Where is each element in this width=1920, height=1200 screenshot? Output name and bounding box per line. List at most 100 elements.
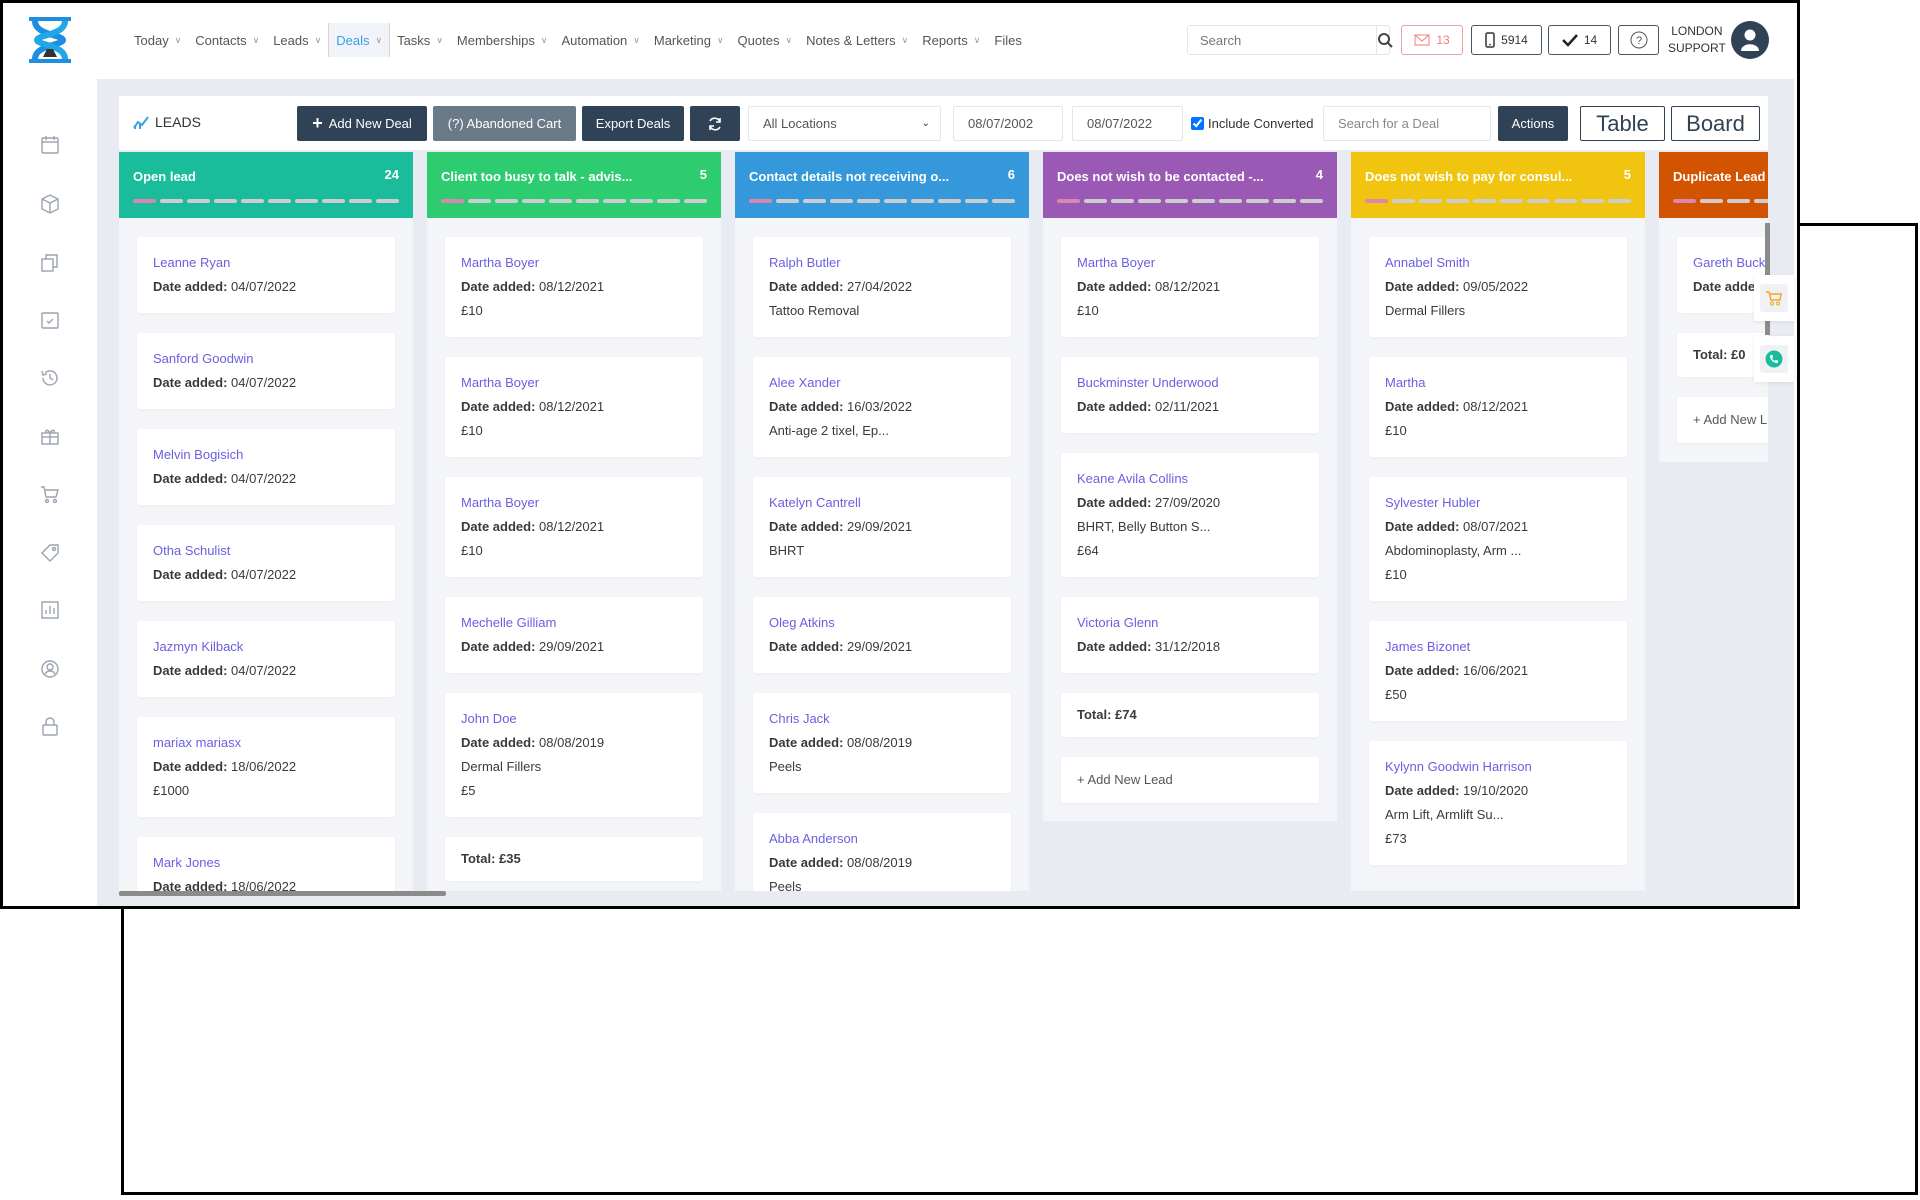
column-header[interactable]: Client too busy to talk - advis... 5 [427, 152, 721, 218]
deal-contact-link[interactable]: Jazmyn Kilback [153, 639, 244, 654]
sidebar-item-lock[interactable] [39, 716, 61, 738]
deal-card[interactable]: Chris Jack Date added: 08/08/2019 Peels [753, 693, 1011, 793]
deal-card[interactable]: Annabel Smith Date added: 09/05/2022 Derma… [1369, 237, 1627, 337]
deal-card[interactable]: Buckminster Underwood Date added: 02/11/2… [1061, 357, 1319, 433]
column-header[interactable]: Does not wish to be contacted -... 4 [1043, 152, 1337, 218]
deal-card[interactable]: Victoria Glenn Date added: 31/12/2018 [1061, 597, 1319, 673]
add-new-lead-button[interactable]: + Add New Lead [1061, 757, 1319, 803]
deal-card[interactable]: Sanford Goodwin Date added: 04/07/2022 [137, 333, 395, 409]
deal-card[interactable]: Katelyn Cantrell Date added: 29/09/2021 BH… [753, 477, 1011, 577]
deal-contact-link[interactable]: Martha Boyer [461, 375, 540, 390]
sidebar-item-calendar-check[interactable] [39, 309, 61, 331]
deal-card[interactable]: Abba Anderson Date added: 08/08/2019 Peels [753, 813, 1011, 891]
deal-contact-link[interactable]: Martha Boyer [461, 255, 540, 270]
deal-card[interactable]: Melvin Bogisich Date added: 04/07/2022 [137, 429, 395, 505]
actions-button[interactable]: Actions [1498, 106, 1568, 141]
phone-float-button[interactable] [1754, 336, 1794, 382]
deal-card[interactable]: Martha Boyer Date added: 08/12/2021 £10 [445, 357, 703, 457]
deal-contact-link[interactable]: Alee Xander [769, 375, 841, 390]
deal-contact-link[interactable]: Ralph Butler [769, 255, 841, 270]
sidebar-item-history[interactable] [39, 367, 61, 389]
include-converted-check[interactable] [1191, 117, 1204, 130]
deal-contact-link[interactable]: Katelyn Cantrell [769, 495, 861, 510]
phone-button[interactable]: 5914 [1471, 25, 1542, 55]
sidebar-item-calendar[interactable] [39, 134, 61, 156]
deal-card[interactable]: Leanne Ryan Date added: 04/07/2022 [137, 237, 395, 313]
deal-contact-link[interactable]: Melvin Bogisich [153, 447, 244, 462]
deal-contact-link[interactable]: Gareth Buck [1693, 255, 1766, 270]
sidebar-item-gift[interactable] [39, 425, 61, 447]
nav-leads[interactable]: Leads ∨ [266, 23, 328, 57]
global-search[interactable] [1187, 25, 1393, 55]
nav-reports[interactable]: Reports ∨ [915, 23, 987, 57]
column-header[interactable]: Does not wish to pay for consul... 5 [1351, 152, 1645, 218]
deal-card[interactable]: Jazmyn Kilback Date added: 04/07/2022 [137, 621, 395, 697]
nav-deals[interactable]: Deals ∨ [328, 23, 391, 57]
add-new-lead-button[interactable]: + Add New L [1677, 397, 1768, 443]
location-select[interactable]: All Locations ⌄ [748, 106, 941, 141]
user-name[interactable]: LONDON SUPPORT [1668, 23, 1726, 57]
nav-files[interactable]: Files [987, 23, 1028, 57]
nav-tasks[interactable]: Tasks ∨ [390, 23, 450, 57]
avatar[interactable] [1731, 21, 1769, 59]
deal-contact-link[interactable]: Oleg Atkins [769, 615, 835, 630]
deal-contact-link[interactable]: Leanne Ryan [153, 255, 231, 270]
deal-card[interactable]: Alee Xander Date added: 16/03/2022 Anti-ag… [753, 357, 1011, 457]
deal-card[interactable]: Mechelle Gilliam Date added: 29/09/2021 [445, 597, 703, 673]
deal-card[interactable]: Kylynn Goodwin Harrison Date added: 19/10… [1369, 741, 1627, 865]
deal-card[interactable]: Martha Boyer Date added: 08/12/2021 £10 [1061, 237, 1319, 337]
board-view-button[interactable]: Board [1671, 106, 1760, 141]
deal-card[interactable]: Gareth Buck Date added: [1677, 237, 1768, 313]
deal-contact-link[interactable]: James Bizonet [1385, 639, 1471, 654]
nav-contacts[interactable]: Contacts ∨ [188, 23, 266, 57]
abandoned-cart-button[interactable]: (?) Abandoned Cart [433, 106, 576, 141]
deal-contact-link[interactable]: Keane Avila Collins [1077, 471, 1189, 486]
include-converted-checkbox[interactable]: Include Converted [1191, 106, 1319, 141]
nav-notes-letters[interactable]: Notes & Letters ∨ [799, 23, 915, 57]
deal-card[interactable]: mariax mariasx Date added: 18/06/2022 £100… [137, 717, 395, 817]
column-header[interactable]: Open lead 24 [119, 152, 413, 218]
deal-contact-link[interactable]: Mechelle Gilliam [461, 615, 557, 630]
nav-today[interactable]: Today ∨ [127, 23, 188, 57]
nav-quotes[interactable]: Quotes ∨ [731, 23, 800, 57]
date-from-input[interactable]: 08/07/2002 [953, 106, 1063, 141]
deal-contact-link[interactable]: Sylvester Hubler [1385, 495, 1481, 510]
nav-memberships[interactable]: Memberships ∨ [450, 23, 555, 57]
deal-card[interactable]: Otha Schulist Date added: 04/07/2022 [137, 525, 395, 601]
sidebar-item-copy[interactable] [39, 252, 61, 274]
deal-contact-link[interactable]: Mark Jones [153, 855, 221, 870]
table-view-button[interactable]: Table [1580, 106, 1665, 141]
deal-card[interactable]: Sylvester Hubler Date added: 08/07/2021 Ab… [1369, 477, 1627, 601]
deal-card[interactable]: Ralph Butler Date added: 27/04/2022 Tattoo… [753, 237, 1011, 337]
nav-automation[interactable]: Automation ∨ [555, 23, 647, 57]
column-header[interactable]: Contact details not receiving o... 6 [735, 152, 1029, 218]
deal-contact-link[interactable]: John Doe [461, 711, 517, 726]
refresh-button[interactable] [690, 106, 740, 141]
search-input[interactable] [1188, 26, 1376, 54]
nav-marketing[interactable]: Marketing ∨ [647, 23, 731, 57]
sidebar-item-user-circle[interactable] [39, 658, 61, 680]
deal-card[interactable]: Oleg Atkins Date added: 29/09/2021 [753, 597, 1011, 673]
deal-card[interactable]: Keane Avila Collins Date added: 27/09/202… [1061, 453, 1319, 577]
deal-contact-link[interactable]: Otha Schulist [153, 543, 231, 558]
date-to-input[interactable]: 08/07/2022 [1072, 106, 1183, 141]
mail-button[interactable]: 13 [1401, 25, 1463, 55]
deal-card[interactable]: Martha Boyer Date added: 08/12/2021 £10 [445, 237, 703, 337]
deal-contact-link[interactable]: Annabel Smith [1385, 255, 1470, 270]
deal-contact-link[interactable]: Martha Boyer [1077, 255, 1156, 270]
search-button[interactable] [1376, 26, 1393, 54]
deal-card[interactable]: John Doe Date added: 08/08/2019 Dermal Fil… [445, 693, 703, 817]
deal-card[interactable]: Martha Date added: 08/12/2021 £10 [1369, 357, 1627, 457]
deal-contact-link[interactable]: Kylynn Goodwin Harrison [1385, 759, 1532, 774]
export-deals-button[interactable]: Export Deals [582, 106, 684, 141]
deal-card[interactable]: James Bizonet Date added: 16/06/2021 £50 [1369, 621, 1627, 721]
deal-contact-link[interactable]: mariax mariasx [153, 735, 242, 750]
tasks-button[interactable]: 14 [1548, 25, 1611, 55]
sidebar-item-cube[interactable] [39, 193, 61, 215]
horizontal-scrollbar[interactable] [119, 891, 446, 896]
deal-contact-link[interactable]: Buckminster Underwood [1077, 375, 1219, 390]
sidebar-item-cart[interactable] [39, 483, 61, 505]
deal-contact-link[interactable]: Sanford Goodwin [153, 351, 254, 366]
deal-contact-link[interactable]: Victoria Glenn [1077, 615, 1159, 630]
deal-card[interactable]: Mark Jones Date added: 18/06/2022 [137, 837, 395, 891]
